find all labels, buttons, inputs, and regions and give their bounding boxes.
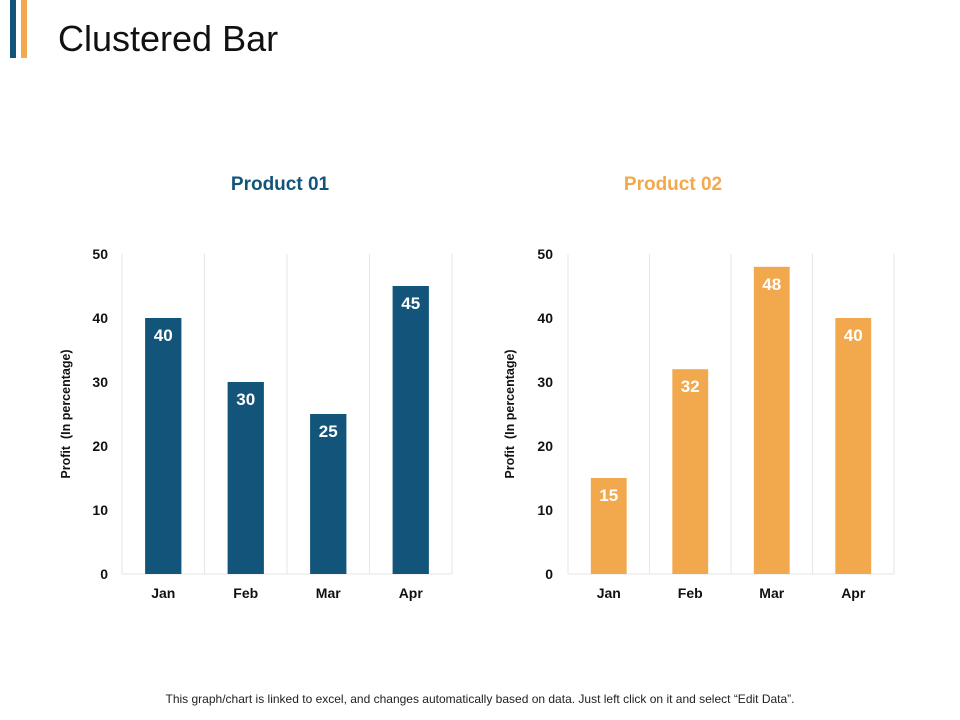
bar-jan[interactable] — [145, 318, 182, 574]
data-label: 30 — [236, 390, 255, 409]
chart-2[interactable]: Product 02 0 10 20 30 40 50 Profit (In percenta… — [503, 174, 895, 601]
y-tick-label: 30 — [537, 374, 553, 390]
chart-1[interactable]: Product 01 0 10 20 30 40 50 Profit (In percenta… — [59, 174, 453, 601]
x-tick-label: Mar — [759, 585, 784, 601]
page-title: Clustered Bar — [58, 18, 279, 59]
data-label: 32 — [681, 377, 700, 396]
data-label: 40 — [844, 326, 863, 345]
bar-feb[interactable] — [672, 369, 709, 574]
y-tick-label: 20 — [92, 438, 108, 454]
y-axis-label: Profit (In percentage) — [503, 349, 517, 478]
y-tick-label: 20 — [537, 438, 553, 454]
bar-apr[interactable] — [392, 286, 429, 574]
x-tick-label: Jan — [151, 585, 175, 601]
bar-feb[interactable] — [227, 382, 264, 574]
x-tick-label: Feb — [678, 585, 703, 601]
bar-mar[interactable] — [310, 414, 347, 574]
y-tick-label: 10 — [92, 502, 108, 518]
y-tick-label: 50 — [537, 246, 553, 262]
bar-apr[interactable] — [835, 318, 872, 574]
chart-title: Product 02 — [624, 174, 722, 195]
data-label: 25 — [319, 422, 338, 441]
footer-note: This graph/chart is linked to excel, and… — [165, 692, 795, 706]
y-tick-label: 0 — [100, 566, 108, 582]
y-tick-label: 50 — [92, 246, 108, 262]
data-label: 15 — [599, 486, 618, 505]
x-tick-label: Feb — [233, 585, 258, 601]
x-tick-label: Jan — [597, 585, 621, 601]
charts-area[interactable]: Product 01 0 10 20 30 40 50 Profit (In percenta… — [0, 160, 960, 620]
y-axis-label: Profit (In percentage) — [59, 349, 73, 478]
x-tick-label: Mar — [316, 585, 341, 601]
data-label: 45 — [401, 294, 420, 313]
bar-mar[interactable] — [753, 266, 790, 574]
x-tick-label: Apr — [399, 585, 424, 601]
x-tick-label: Apr — [841, 585, 866, 601]
header-accent-bar-dark — [10, 0, 16, 58]
bar-jan[interactable] — [590, 478, 627, 574]
header-accent-bar-light — [21, 0, 27, 58]
y-tick-label: 0 — [545, 566, 553, 582]
y-tick-label: 30 — [92, 374, 108, 390]
y-tick-label: 10 — [537, 502, 553, 518]
data-label: 40 — [154, 326, 173, 345]
y-tick-label: 40 — [92, 310, 108, 326]
y-tick-label: 40 — [537, 310, 553, 326]
data-label: 48 — [762, 275, 781, 294]
chart-title: Product 01 — [231, 174, 330, 195]
